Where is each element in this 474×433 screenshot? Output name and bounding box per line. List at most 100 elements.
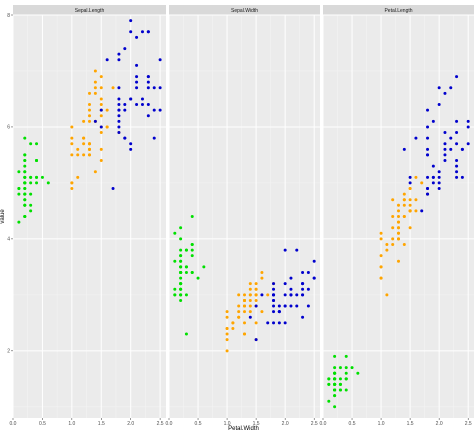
data-point: [408, 187, 412, 191]
data-point: [426, 125, 430, 129]
data-point: [272, 321, 276, 325]
data-point: [455, 75, 459, 79]
data-point: [99, 147, 103, 151]
data-point: [179, 282, 183, 286]
y-tick-label: 6: [7, 125, 10, 131]
data-point: [455, 175, 459, 179]
facet-strip-2: [169, 5, 320, 15]
data-point: [391, 242, 395, 246]
data-point: [146, 80, 150, 84]
data-point: [23, 170, 27, 174]
data-point: [344, 366, 348, 370]
data-point: [35, 142, 39, 146]
data-point: [260, 270, 264, 274]
data-point: [443, 131, 447, 135]
data-point: [312, 259, 316, 263]
data-point: [140, 97, 144, 101]
data-point: [301, 293, 305, 297]
data-point: [225, 332, 229, 336]
data-point: [17, 170, 21, 174]
data-point: [117, 108, 121, 112]
data-point: [272, 298, 276, 302]
data-point: [312, 276, 316, 280]
data-point: [29, 209, 33, 213]
data-point: [123, 108, 127, 112]
data-point: [105, 108, 109, 112]
data-point: [190, 242, 194, 246]
data-point: [225, 315, 229, 319]
data-point: [82, 119, 86, 123]
data-point: [190, 254, 194, 258]
data-point: [158, 86, 162, 90]
data-point: [248, 282, 252, 286]
data-point: [88, 153, 91, 157]
data-point: [129, 19, 133, 23]
data-point: [129, 147, 133, 151]
data-point: [426, 147, 430, 151]
data-point: [391, 226, 395, 230]
data-point: [301, 270, 305, 274]
data-point: [306, 287, 310, 291]
data-point: [408, 181, 412, 185]
data-point: [338, 366, 342, 370]
data-point: [283, 321, 287, 325]
data-point: [260, 310, 264, 314]
data-point: [466, 119, 470, 123]
data-point: [449, 136, 453, 140]
data-point: [254, 298, 258, 302]
data-point: [88, 114, 91, 118]
data-point: [117, 58, 121, 62]
data-point: [437, 187, 441, 191]
data-point: [272, 287, 276, 291]
data-point: [420, 209, 424, 213]
data-point: [82, 142, 86, 146]
data-point: [243, 310, 246, 314]
data-point: [231, 321, 235, 325]
data-point: [146, 86, 150, 90]
data-point: [385, 248, 389, 252]
data-point: [173, 231, 177, 235]
x-tick-label: 1.0: [68, 421, 75, 427]
data-point: [397, 215, 400, 218]
data-point: [35, 159, 39, 163]
data-point: [449, 147, 453, 151]
data-point: [179, 270, 183, 274]
data-point: [129, 142, 133, 146]
data-point: [243, 293, 246, 297]
data-point: [173, 259, 177, 263]
data-point: [402, 242, 406, 246]
data-point: [327, 382, 331, 386]
x-tick-label: 2.0: [127, 421, 134, 427]
data-point: [338, 388, 342, 392]
data-point: [289, 287, 293, 291]
data-point: [135, 86, 139, 90]
data-point: [129, 30, 133, 34]
data-point: [254, 293, 258, 297]
data-point: [443, 91, 447, 95]
data-point: [99, 75, 103, 79]
data-point: [295, 248, 299, 252]
data-point: [455, 119, 459, 123]
data-point: [248, 298, 252, 302]
data-point: [443, 153, 447, 157]
facet-label-1: Sepal.Length: [75, 8, 105, 14]
data-point: [225, 326, 229, 330]
x-tick-label: 2.5: [311, 421, 318, 427]
data-point: [196, 276, 200, 280]
data-point: [243, 332, 246, 336]
data-point: [225, 338, 229, 342]
data-point: [117, 119, 121, 123]
data-point: [443, 142, 447, 146]
data-point: [338, 382, 342, 386]
data-point: [420, 181, 424, 185]
data-point: [93, 91, 97, 95]
data-point: [426, 192, 430, 196]
data-point: [179, 259, 183, 263]
data-point: [117, 52, 121, 56]
data-point: [266, 321, 270, 325]
data-point: [437, 103, 441, 107]
points-1: [17, 19, 162, 224]
data-point: [283, 248, 287, 252]
data-point: [333, 354, 337, 358]
data-point: [333, 371, 337, 375]
